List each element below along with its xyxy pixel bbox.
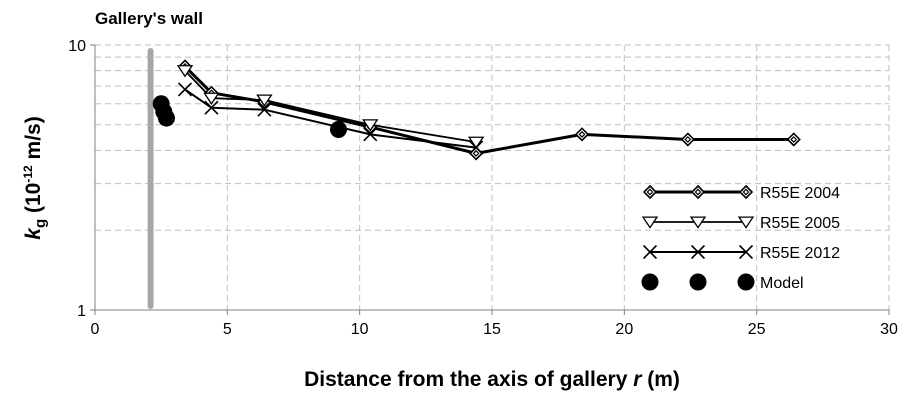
legend-marker — [641, 273, 659, 291]
legend-item: Model — [641, 273, 804, 292]
grid — [95, 44, 890, 310]
x-tick-label: 5 — [223, 321, 232, 338]
legend-marker — [641, 216, 659, 229]
legend-marker — [738, 184, 754, 200]
x-tick-label: 10 — [351, 321, 369, 338]
data-point — [157, 109, 175, 127]
legend-marker — [642, 184, 658, 200]
data-point — [203, 92, 220, 105]
series-2 — [177, 82, 484, 155]
series-line — [183, 65, 794, 155]
legend-marker-inner — [694, 188, 702, 196]
legend-label: R55E 2004 — [760, 185, 840, 202]
y-tick-label: 1 — [77, 303, 86, 320]
x-tick-label: 0 — [91, 321, 100, 338]
legend-item: R55E 2005 — [641, 215, 840, 232]
data-point-stroke — [257, 102, 272, 117]
legend-marker-inner — [646, 188, 654, 196]
legend-marker-stroke — [738, 244, 754, 260]
legend-marker-inner — [742, 188, 750, 196]
legend-label: R55E 2005 — [760, 215, 840, 232]
data-point-inner — [472, 149, 480, 157]
legend-marker — [689, 273, 707, 291]
x-tick-label: 25 — [748, 321, 766, 338]
gallery-wall-label: Gallery's wall — [95, 9, 203, 28]
gallery-wall: Gallery's wall — [95, 9, 203, 309]
series-1 — [176, 65, 485, 149]
data-point — [176, 65, 194, 78]
x-tick-label: 15 — [483, 321, 501, 338]
legend-item: R55E 2012 — [642, 244, 840, 262]
legend-label: R55E 2012 — [760, 245, 840, 262]
data-point-stroke — [469, 140, 484, 155]
series-3 — [152, 95, 347, 138]
data-point — [362, 119, 379, 132]
data-point — [256, 94, 273, 107]
series — [152, 59, 801, 161]
tick-labels: 0 5 10 15 20 25 30 1 10 — [68, 38, 898, 338]
data-point-inner — [578, 130, 586, 138]
data-point — [786, 132, 801, 147]
data-point — [467, 136, 485, 149]
series-0 — [177, 59, 801, 161]
y-axis-title: kg (10-12 m/s) — [21, 116, 49, 239]
data-point-stroke — [363, 127, 378, 142]
legend-marker — [737, 216, 755, 229]
legend-marker — [690, 184, 706, 200]
legend-marker — [737, 273, 755, 291]
data-point-stroke — [177, 82, 193, 97]
data-point — [680, 132, 695, 147]
data-point-stroke — [204, 100, 219, 115]
legend-marker-stroke — [690, 244, 706, 260]
data-point — [468, 146, 484, 161]
legend-marker-stroke — [642, 244, 658, 260]
x-tick-label: 20 — [615, 321, 633, 338]
x-axis-title: Distance from the axis of gallery r (m) — [304, 368, 680, 391]
legend-marker — [689, 216, 707, 229]
data-point — [574, 127, 590, 142]
legend-item: R55E 2004 — [642, 184, 840, 202]
x-tick-label: 30 — [880, 321, 898, 338]
data-point-inner — [790, 136, 798, 143]
y-tick-label: 10 — [68, 38, 86, 55]
legend: R55E 2004 R55E 2005 R55E 2012 Model — [641, 184, 840, 292]
data-point-inner — [684, 136, 692, 143]
legend-label: Model — [760, 275, 804, 292]
data-point — [329, 120, 347, 138]
